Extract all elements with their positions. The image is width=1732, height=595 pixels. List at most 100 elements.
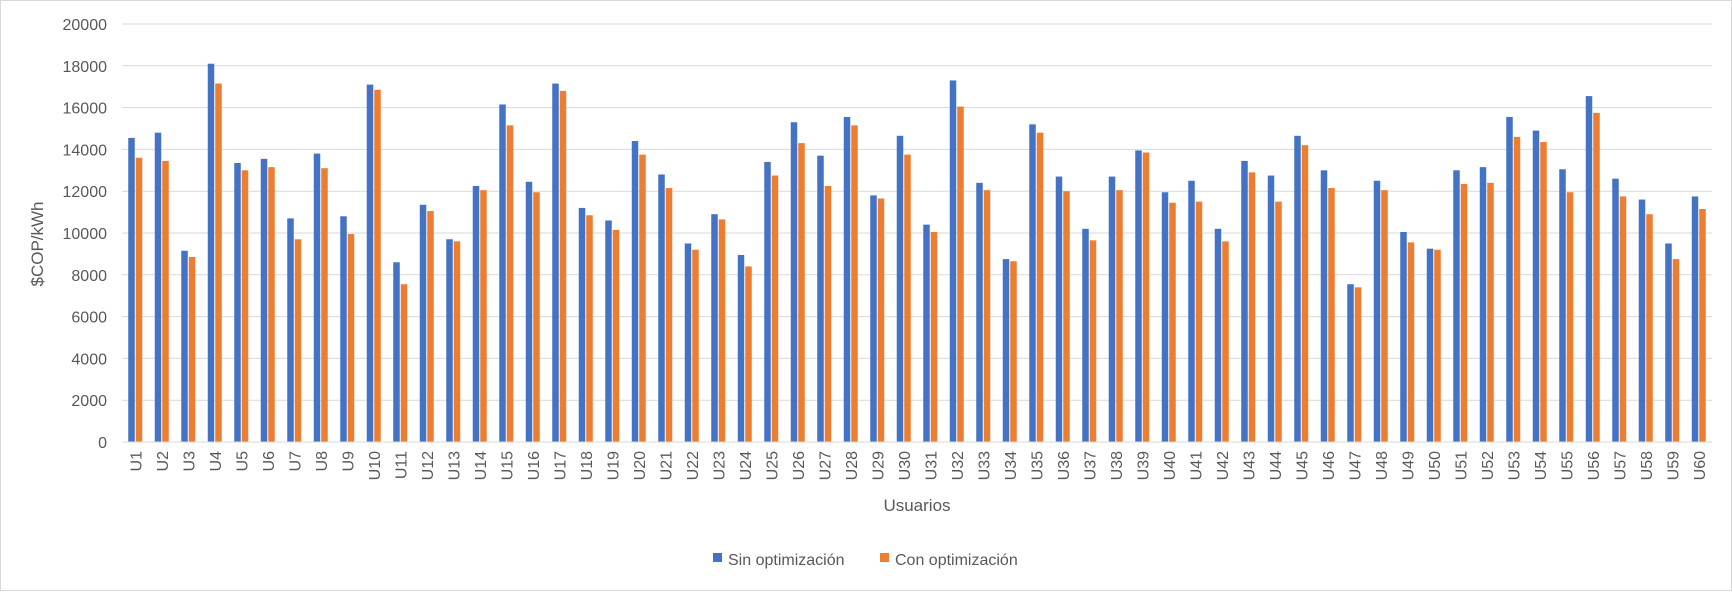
y-axis-label: $COP/kWh [28, 201, 47, 286]
bar-con-optimizacion-u32 [957, 106, 964, 443]
bar-sin-optimizacion-u41 [1188, 180, 1195, 442]
x-tick-label: U41 [1188, 451, 1205, 480]
bar-con-optimizacion-u46 [1328, 188, 1335, 442]
bar-sin-optimizacion-u8 [313, 153, 321, 442]
bar-sin-optimizacion-u39 [1135, 150, 1142, 442]
x-tick-label: U8 [314, 451, 331, 472]
bar-con-optimizacion-u35 [1036, 132, 1044, 442]
x-tick-label: U50 [1427, 451, 1444, 480]
bar-con-optimizacion-u14 [480, 190, 487, 442]
bar-sin-optimizacion-u21 [658, 174, 665, 443]
x-tick-label: U4 [208, 451, 225, 472]
bar-con-optimizacion-u1 [135, 157, 143, 442]
bar-con-optimizacion-u6 [268, 167, 275, 443]
bar-sin-optimizacion-u15 [499, 104, 506, 442]
bar-con-optimizacion-u9 [347, 234, 355, 442]
bar-con-optimizacion-u3 [188, 257, 196, 442]
x-tick-label: U30 [897, 451, 914, 480]
y-tick-label: 10000 [63, 226, 108, 243]
x-tick-label: U6 [261, 451, 278, 472]
bar-con-optimizacion-u42 [1222, 241, 1229, 442]
bar-sin-optimizacion-u19 [605, 220, 612, 442]
x-tick-label: U12 [420, 451, 437, 480]
bar-con-optimizacion-u53 [1513, 136, 1521, 443]
x-tick-label: U58 [1639, 451, 1656, 480]
x-tick-label: U37 [1082, 451, 1099, 480]
bar-con-optimizacion-u16 [533, 192, 540, 442]
x-tick-label: U13 [446, 451, 463, 480]
bar-sin-optimizacion-u25 [764, 161, 771, 442]
bar-sin-optimizacion-u13 [446, 239, 453, 442]
bar-sin-optimizacion-u36 [1055, 176, 1063, 442]
y-tick-label: 12000 [63, 184, 108, 201]
y-tick-label: 14000 [63, 142, 108, 159]
x-tick-label: U5 [234, 451, 251, 472]
bar-sin-optimizacion-u54 [1532, 130, 1540, 442]
bar-con-optimizacion-u10 [374, 89, 381, 443]
x-tick-label: U44 [1268, 451, 1285, 480]
bar-sin-optimizacion-u48 [1373, 180, 1381, 442]
x-tick-label: U34 [1003, 451, 1020, 480]
x-tick-label: U35 [1029, 451, 1046, 480]
legend-swatch [713, 553, 722, 562]
bar-sin-optimizacion-u34 [1002, 259, 1010, 442]
x-tick-label: U19 [605, 451, 622, 480]
x-tick-label: U55 [1559, 451, 1576, 480]
bar-sin-optimizacion-u6 [260, 158, 268, 442]
x-tick-label: U42 [1215, 451, 1232, 480]
bar-sin-optimizacion-u23 [711, 214, 718, 442]
bar-con-optimizacion-u5 [241, 170, 249, 443]
x-tick-label: U31 [923, 451, 940, 480]
bar-sin-optimizacion-u58 [1638, 199, 1646, 442]
gridlines [122, 23, 1712, 401]
bar-con-optimizacion-u57 [1619, 196, 1627, 442]
x-tick-label: U60 [1692, 451, 1709, 480]
x-tick-label: U9 [340, 451, 357, 472]
bar-sin-optimizacion-u3 [181, 250, 188, 442]
bar-con-optimizacion-u49 [1407, 242, 1415, 442]
bar-sin-optimizacion-u52 [1479, 167, 1487, 443]
y-tick-label: 0 [98, 435, 107, 452]
x-tick-label: U38 [1109, 451, 1126, 480]
bar-con-optimizacion-u11 [400, 284, 408, 442]
x-tick-label: U36 [1056, 451, 1073, 480]
bar-con-optimizacion-u31 [930, 231, 938, 442]
x-tick-label: U11 [393, 451, 410, 479]
bar-con-optimizacion-u44 [1275, 201, 1282, 442]
bar-con-optimizacion-u36 [1063, 191, 1070, 442]
x-tick-label: U29 [870, 451, 887, 480]
x-tick-label: U16 [526, 451, 543, 480]
bar-sin-optimizacion-u24 [737, 254, 745, 442]
bar-con-optimizacion-u24 [745, 266, 752, 442]
bar-sin-optimizacion-u53 [1506, 117, 1513, 442]
bar-con-optimizacion-u48 [1381, 190, 1388, 442]
bar-sin-optimizacion-u22 [684, 243, 692, 442]
x-tick-label: U48 [1374, 451, 1391, 480]
legend-label: Sin optimización [728, 552, 845, 569]
x-tick-label: U56 [1586, 451, 1603, 480]
bar-con-optimizacion-u13 [453, 241, 461, 442]
bar-sin-optimizacion-u46 [1320, 170, 1328, 443]
x-tick-label: U45 [1294, 451, 1311, 480]
bar-con-optimizacion-u8 [321, 168, 328, 442]
bar-con-optimizacion-u2 [162, 160, 169, 442]
bar-con-optimizacion-u21 [665, 188, 673, 442]
bar-con-optimizacion-u20 [639, 154, 646, 442]
x-tick-label: U52 [1480, 451, 1497, 480]
bar-sin-optimizacion-u16 [525, 181, 533, 443]
bar-con-optimizacion-u52 [1487, 182, 1494, 442]
bar-con-optimizacion-u19 [612, 229, 620, 442]
bar-sin-optimizacion-u56 [1585, 96, 1593, 442]
bar-sin-optimizacion-u31 [923, 224, 930, 442]
bar-sin-optimizacion-u4 [207, 63, 215, 443]
x-tick-label: U46 [1321, 451, 1338, 480]
bar-sin-optimizacion-u35 [1029, 124, 1036, 442]
x-tick-label: U43 [1241, 451, 1258, 480]
bar-sin-optimizacion-u12 [419, 204, 427, 442]
bar-sin-optimizacion-u55 [1559, 169, 1566, 442]
bar-con-optimizacion-u38 [1116, 190, 1123, 442]
bar-con-optimizacion-u22 [692, 249, 699, 442]
bar-sin-optimizacion-u17 [552, 83, 559, 442]
x-axis-ticks: U1 U2 U3 U4 U5 U6 U7 U8 U9 U10 U11 U12 U13 U14 U15 U16 U… [128, 451, 1709, 480]
